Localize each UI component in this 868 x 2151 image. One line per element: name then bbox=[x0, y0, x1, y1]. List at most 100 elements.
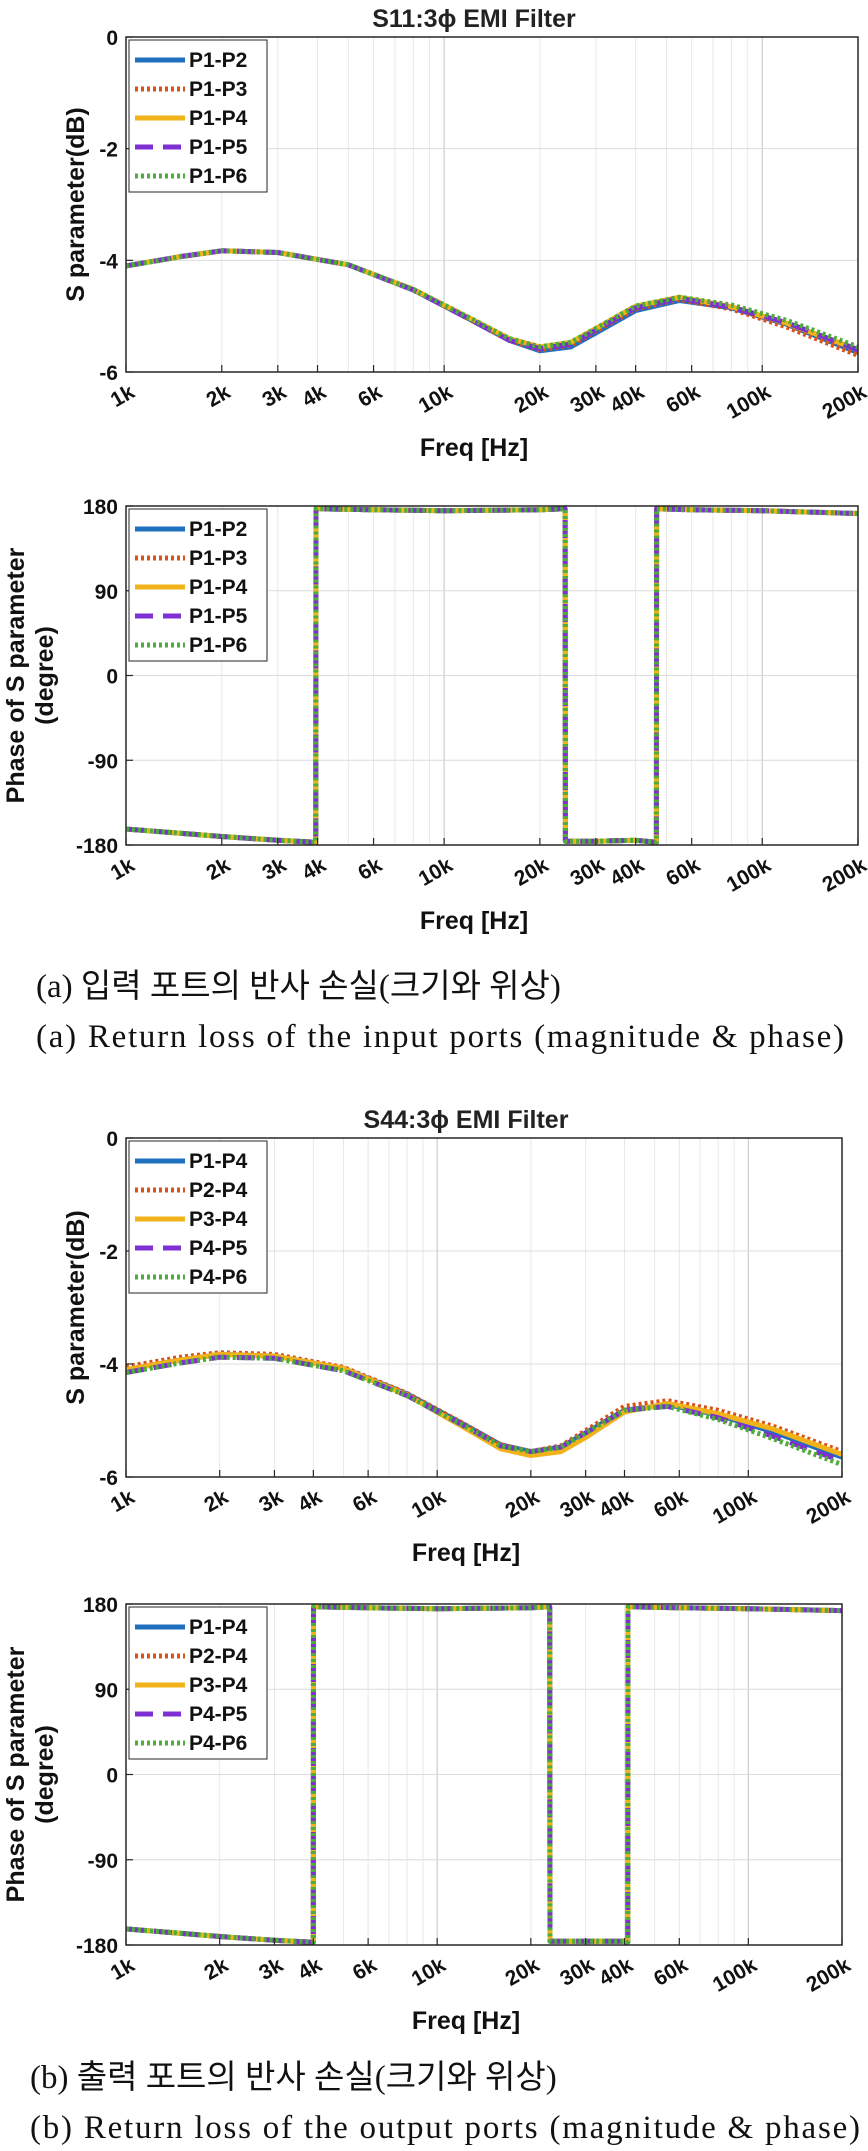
legend-label-p1-p4: P1-P4 bbox=[189, 1150, 248, 1173]
legend-label-p2-p4: P2-P4 bbox=[189, 1645, 248, 1668]
series-group bbox=[126, 506, 858, 845]
legend-label-p1-p6: P1-P6 bbox=[189, 634, 247, 657]
x-tick-label: 30k bbox=[567, 853, 609, 891]
y-tick-label: -90 bbox=[88, 750, 118, 773]
series-group bbox=[126, 248, 858, 358]
caption-a-english: (a) Return loss of the input ports (magn… bbox=[36, 1019, 844, 1055]
x-tick-label: 2k bbox=[200, 1953, 232, 1985]
x-tick-label: 4k bbox=[298, 853, 330, 885]
x-tick-label: 10k bbox=[415, 380, 457, 418]
x-tick-label: 3k bbox=[255, 1485, 287, 1517]
series-line-p4-p6 bbox=[126, 1604, 842, 1945]
legend: P1-P4 P2-P4 P3-P4 P4-P5 P4-P6 bbox=[128, 1606, 268, 1760]
legend-label-p2-p4: P2-P4 bbox=[189, 1179, 248, 1202]
x-tick-label: 100k bbox=[723, 380, 775, 423]
chart-title: S44:3ϕ EMI Filter bbox=[364, 1106, 569, 1134]
x-tick-label: 200k bbox=[803, 1953, 855, 1996]
legend-label-p1-p4: P1-P4 bbox=[189, 576, 248, 599]
x-tick-label: 60k bbox=[662, 380, 704, 418]
y-axis-label-line: (degree) bbox=[31, 626, 59, 725]
legend-label-p1-p4: P1-P4 bbox=[189, 1616, 248, 1639]
x-tick-label: 6k bbox=[349, 1485, 381, 1517]
legend-label-p1-p2: P1-P2 bbox=[189, 49, 247, 72]
legend-label-p4-p5: P4-P5 bbox=[189, 1237, 248, 1260]
chart-title: S11:3ϕ EMI Filter bbox=[372, 5, 576, 33]
x-tick-label: 60k bbox=[650, 1485, 692, 1523]
series-line-p1-p5 bbox=[126, 248, 858, 353]
x-tick-label: 100k bbox=[709, 1953, 761, 1996]
series-line-p1-p5 bbox=[126, 506, 858, 845]
y-axis-label: S parameter(dB) bbox=[62, 1210, 90, 1405]
y-tick-label: 0 bbox=[106, 666, 118, 689]
series-line-p4-p6 bbox=[126, 1354, 842, 1467]
x-tick-label: 20k bbox=[511, 380, 553, 418]
y-axis-label-line: (degree) bbox=[31, 1725, 59, 1824]
y-tick-label: 180 bbox=[83, 1594, 118, 1617]
x-tick-label: 20k bbox=[511, 853, 553, 891]
x-tick-label: 20k bbox=[501, 1485, 543, 1523]
axes-frame bbox=[125, 36, 859, 373]
y-axis-label: Phase of S parameter(degree) bbox=[2, 1646, 59, 1902]
legend-label-p4-p6: P4-P6 bbox=[189, 1732, 247, 1755]
y-tick-label: -6 bbox=[99, 1467, 118, 1490]
x-tick-label: 100k bbox=[709, 1485, 761, 1528]
legend: P1-P2 P1-P3 P1-P4 P1-P5 P1-P6 bbox=[128, 508, 268, 662]
y-tick-label: -4 bbox=[99, 1354, 118, 1377]
x-tick-label: 40k bbox=[595, 1953, 637, 1991]
legend-label-p3-p4: P3-P4 bbox=[189, 1674, 248, 1697]
series-group bbox=[126, 1350, 842, 1467]
x-tick-label: 4k bbox=[298, 380, 330, 412]
y-axis-label: S parameter(dB) bbox=[62, 107, 90, 302]
caption-b-english: (b) Return loss of the output ports (mag… bbox=[30, 2110, 860, 2146]
x-axis-label: Freq [Hz] bbox=[412, 1539, 520, 1567]
legend: P1-P4 P2-P4 P3-P4 P4-P5 P4-P6 bbox=[128, 1140, 268, 1294]
x-tick-label: 3k bbox=[259, 380, 291, 412]
legend-label-p1-p3: P1-P3 bbox=[189, 78, 247, 101]
x-tick-label: 40k bbox=[606, 853, 648, 891]
y-tick-label: -6 bbox=[99, 362, 118, 385]
x-axis-label: Freq [Hz] bbox=[420, 907, 528, 935]
y-tick-label: -4 bbox=[99, 250, 118, 273]
x-tick-label: 200k bbox=[819, 380, 868, 423]
y-tick-label: 180 bbox=[83, 496, 118, 519]
x-tick-label: 200k bbox=[803, 1485, 855, 1528]
caption-a-korean: (a) 입력 포트의 반사 손실(크기와 위상) bbox=[36, 969, 561, 1005]
legend-label-p1-p5: P1-P5 bbox=[189, 136, 248, 159]
y-tick-label: -2 bbox=[99, 1241, 118, 1264]
x-tick-label: 20k bbox=[501, 1953, 543, 1991]
x-tick-label: 2k bbox=[200, 1485, 232, 1517]
x-axis-label: Freq [Hz] bbox=[420, 434, 528, 462]
x-tick-label: 1k bbox=[107, 1953, 139, 1985]
x-tick-label: 1k bbox=[107, 853, 139, 885]
y-axis-label: Phase of S parameter(degree) bbox=[2, 547, 59, 803]
x-tick-label: 10k bbox=[408, 1485, 450, 1523]
series-group bbox=[126, 1604, 842, 1945]
x-tick-label: 3k bbox=[255, 1953, 287, 1985]
x-tick-label: 4k bbox=[294, 1953, 326, 1985]
x-tick-label: 10k bbox=[408, 1953, 450, 1991]
x-tick-label: 30k bbox=[567, 380, 609, 418]
x-tick-label: 60k bbox=[650, 1953, 692, 1991]
legend-label-p1-p2: P1-P2 bbox=[189, 518, 247, 541]
x-tick-label: 200k bbox=[819, 853, 868, 896]
x-tick-label: 10k bbox=[415, 853, 457, 891]
legend-label-p3-p4: P3-P4 bbox=[189, 1208, 248, 1231]
legend-label-p1-p4: P1-P4 bbox=[189, 107, 248, 130]
x-tick-label: 3k bbox=[259, 853, 291, 885]
y-tick-label: 90 bbox=[95, 1679, 118, 1702]
x-tick-label: 100k bbox=[723, 853, 775, 896]
x-tick-label: 1k bbox=[107, 380, 139, 412]
y-axis-label-line: Phase of S parameter bbox=[2, 1646, 30, 1902]
x-axis-label: Freq [Hz] bbox=[412, 2007, 520, 2035]
legend-label-p1-p5: P1-P5 bbox=[189, 605, 248, 628]
x-tick-label: 6k bbox=[354, 853, 386, 885]
y-tick-label: -180 bbox=[76, 1935, 118, 1958]
x-tick-label: 6k bbox=[354, 380, 386, 412]
x-tick-label: 4k bbox=[294, 1485, 326, 1517]
x-tick-label: 1k bbox=[107, 1485, 139, 1517]
legend-label-p4-p5: P4-P5 bbox=[189, 1703, 248, 1726]
x-tick-label: 2k bbox=[203, 380, 235, 412]
